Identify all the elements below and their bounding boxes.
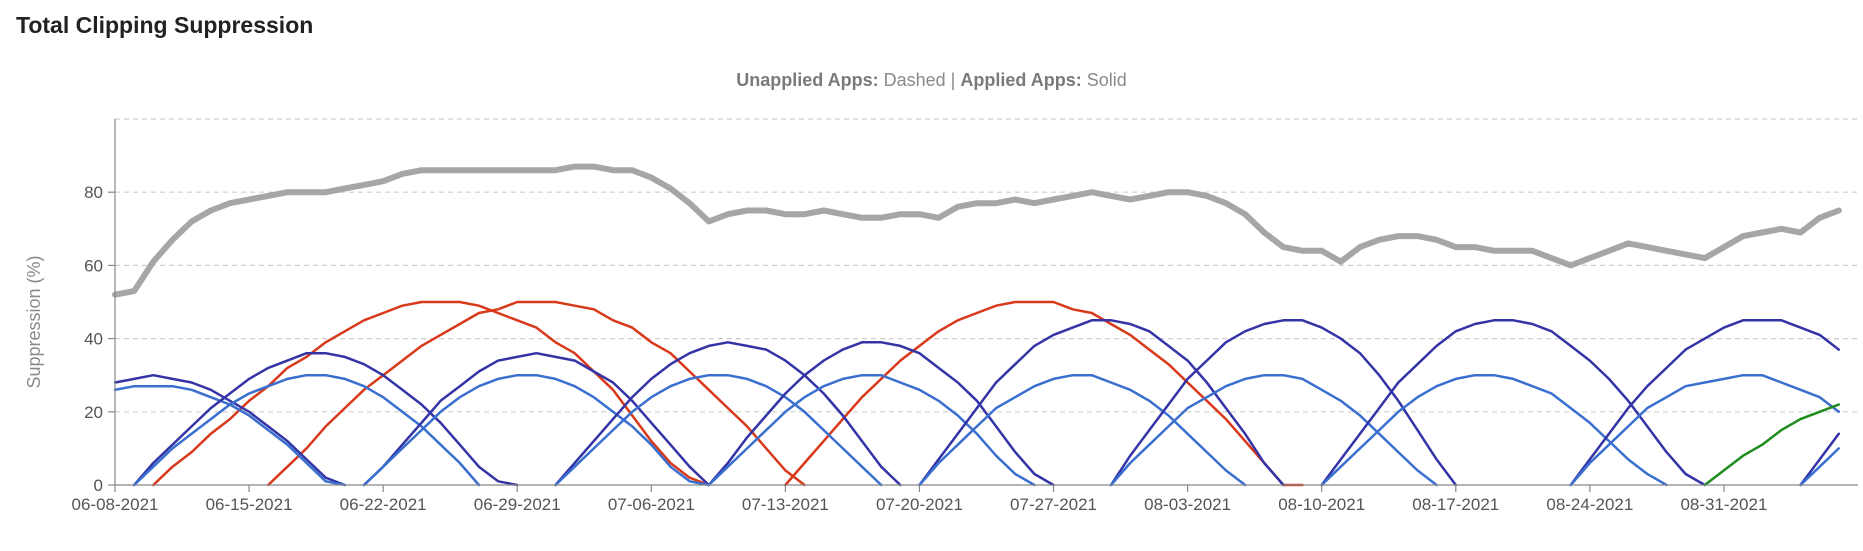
x-tick-label: 08-24-2021 xyxy=(1546,495,1633,514)
series-line-blue-9 xyxy=(362,373,711,487)
series-line-navy-20 xyxy=(1569,319,1841,487)
unapplied-value: Dashed xyxy=(883,70,946,90)
series-line-red-2 xyxy=(266,300,806,487)
chart-title: Total Clipping Suppression xyxy=(16,12,314,38)
chart-subtitle: Unapplied Apps: Dashed | Applied Apps: S… xyxy=(0,70,1863,91)
x-tick-label: 08-10-2021 xyxy=(1278,495,1365,514)
series-line-navy-16 xyxy=(1109,319,1458,487)
x-tick-label: 06-29-2021 xyxy=(474,495,561,514)
series-line-navy-6 xyxy=(132,351,519,487)
x-tick-label: 07-06-2021 xyxy=(608,495,695,514)
series-line-navy-10 xyxy=(554,341,902,487)
x-tick-label: 06-22-2021 xyxy=(340,495,427,514)
unapplied-label: Unapplied Apps: xyxy=(736,70,879,90)
series-line-red-3 xyxy=(784,300,1304,487)
applied-value: Solid xyxy=(1086,70,1127,90)
axes: 0 20 40 60 80 06-08-2021 06-15-2021 06-22-2021 0… xyxy=(72,119,1858,514)
series-line-blue-17 xyxy=(1109,373,1438,487)
series-line-navy-14 xyxy=(918,319,1285,487)
series-line-navy-8 xyxy=(362,351,711,487)
series-line-navy-23 xyxy=(1799,432,1841,487)
series-line-navy-18 xyxy=(1320,319,1707,487)
series-line-blue-24 xyxy=(1799,447,1841,487)
y-tick-label: 80 xyxy=(84,183,103,202)
x-tick-label: 07-13-2021 xyxy=(742,495,829,514)
series-line-blue-13 xyxy=(707,373,1036,487)
series-line-blue-15 xyxy=(918,373,1247,487)
series-line-green-22 xyxy=(1703,403,1841,487)
x-tick-label: 07-27-2021 xyxy=(1010,495,1097,514)
subtitle-separator: | xyxy=(950,70,956,90)
series-line-blue-11 xyxy=(554,373,883,487)
x-tick-label: 06-15-2021 xyxy=(206,495,293,514)
series-line-blue-19 xyxy=(1320,373,1668,487)
y-axis-title: Suppression (%) xyxy=(24,255,44,388)
applied-label: Applied Apps: xyxy=(960,70,1082,90)
series-line-navy-12 xyxy=(707,341,1055,487)
y-tick-label: 40 xyxy=(84,330,103,349)
x-tick-label: 08-31-2021 xyxy=(1680,495,1767,514)
y-tick-label: 0 xyxy=(94,476,103,495)
x-tick-label: 06-08-2021 xyxy=(72,495,159,514)
x-tick-label: 07-20-2021 xyxy=(876,495,963,514)
series-line-total-0 xyxy=(112,163,1842,298)
series-line-navy-4 xyxy=(113,373,347,487)
x-tick-label: 08-03-2021 xyxy=(1144,495,1231,514)
y-tick-label: 60 xyxy=(84,256,103,275)
series-group xyxy=(112,163,1842,487)
series-line-blue-7 xyxy=(132,373,481,487)
x-tick-label: 08-17-2021 xyxy=(1412,495,1499,514)
y-tick-label: 20 xyxy=(84,403,103,422)
series-line-blue-21 xyxy=(1569,373,1841,487)
series-line-red-1 xyxy=(152,300,711,487)
